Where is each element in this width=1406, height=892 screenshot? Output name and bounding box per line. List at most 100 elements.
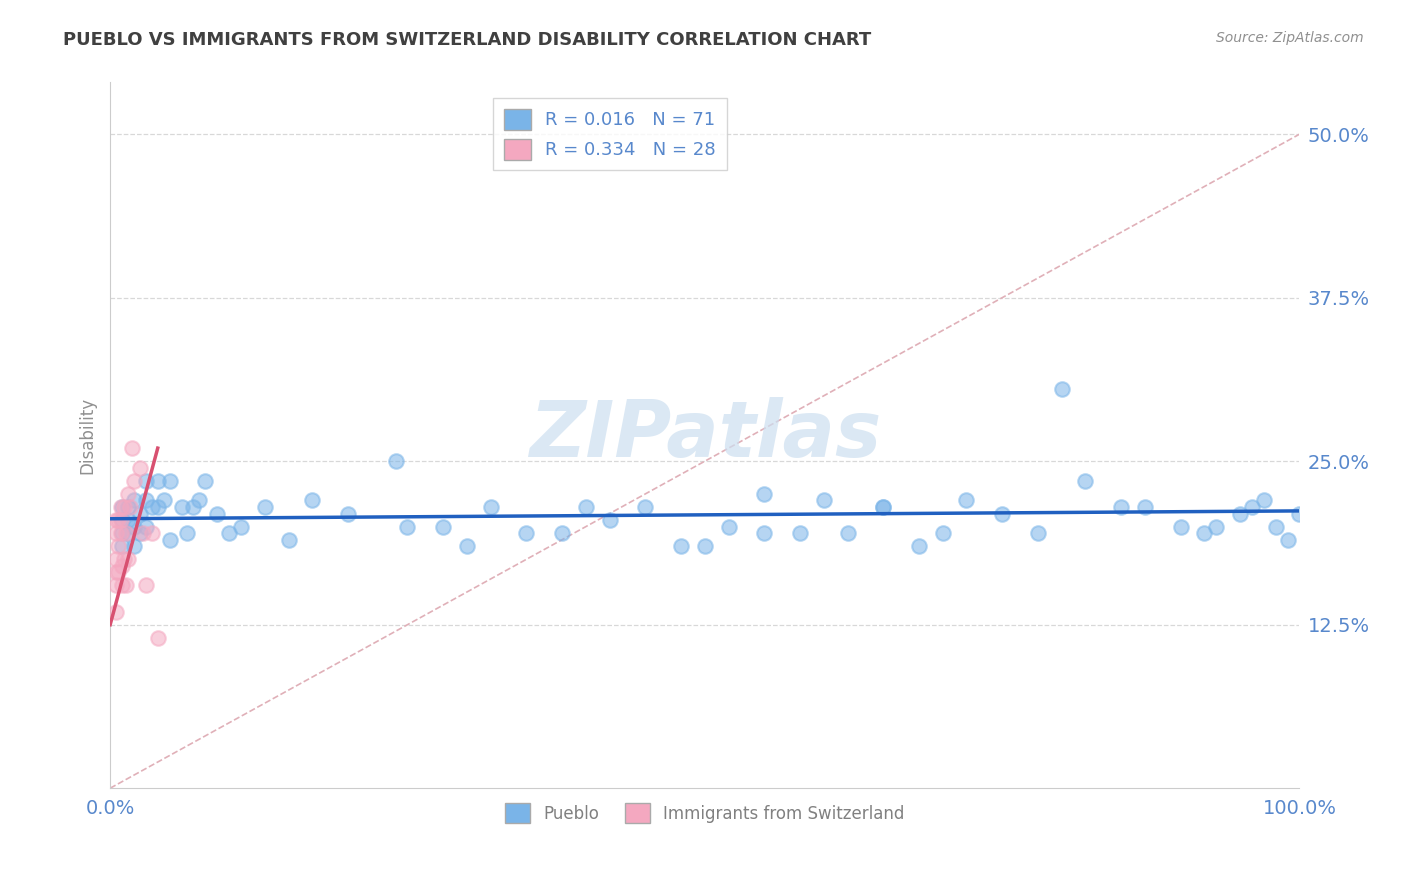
Point — [634, 500, 657, 514]
Point — [128, 526, 150, 541]
Point — [717, 519, 740, 533]
Point — [152, 493, 174, 508]
Point — [117, 500, 139, 514]
Point — [337, 507, 360, 521]
Point — [479, 500, 502, 514]
Point — [218, 526, 240, 541]
Point — [110, 513, 132, 527]
Point — [132, 526, 155, 541]
Point — [120, 500, 142, 514]
Point — [111, 526, 134, 541]
Point — [1194, 526, 1216, 541]
Point — [117, 526, 139, 541]
Point — [159, 533, 181, 547]
Point — [122, 519, 145, 533]
Point — [575, 500, 598, 514]
Text: PUEBLO VS IMMIGRANTS FROM SWITZERLAND DISABILITY CORRELATION CHART: PUEBLO VS IMMIGRANTS FROM SWITZERLAND DI… — [63, 31, 872, 49]
Point — [105, 578, 128, 592]
Point — [1277, 533, 1299, 547]
Point — [110, 526, 132, 541]
Point — [146, 500, 169, 514]
Point — [396, 519, 419, 533]
Point — [114, 526, 136, 541]
Text: Source: ZipAtlas.com: Source: ZipAtlas.com — [1216, 31, 1364, 45]
Point — [1109, 500, 1132, 514]
Point — [176, 526, 198, 541]
Point — [117, 552, 139, 566]
Point — [159, 474, 181, 488]
Point — [456, 539, 478, 553]
Point — [112, 552, 135, 566]
Point — [1264, 519, 1286, 533]
Point — [837, 526, 859, 541]
Point — [135, 474, 157, 488]
Point — [205, 507, 228, 521]
Point — [1240, 500, 1263, 514]
Point — [112, 500, 135, 514]
Point — [813, 493, 835, 508]
Point — [991, 507, 1014, 521]
Point — [872, 500, 894, 514]
Point — [515, 526, 537, 541]
Point — [135, 519, 157, 533]
Point — [432, 519, 454, 533]
Point — [955, 493, 977, 508]
Point — [1074, 474, 1097, 488]
Point — [105, 605, 128, 619]
Point — [384, 454, 406, 468]
Point — [277, 533, 299, 547]
Point — [107, 539, 129, 553]
Point — [111, 578, 134, 592]
Point — [931, 526, 953, 541]
Point — [135, 578, 157, 592]
Point — [229, 519, 252, 533]
Text: ZIPatlas: ZIPatlas — [529, 397, 882, 473]
Point — [111, 558, 134, 573]
Point — [551, 526, 574, 541]
Point — [1026, 526, 1049, 541]
Point — [1205, 519, 1227, 533]
Point — [122, 474, 145, 488]
Point — [111, 500, 134, 514]
Point — [122, 539, 145, 553]
Point — [121, 441, 143, 455]
Point — [754, 526, 776, 541]
Y-axis label: Disability: Disability — [79, 396, 96, 474]
Point — [872, 500, 894, 514]
Point — [599, 513, 621, 527]
Point — [146, 631, 169, 645]
Point — [105, 552, 128, 566]
Legend: Pueblo, Immigrants from Switzerland: Pueblo, Immigrants from Switzerland — [499, 797, 911, 830]
Point — [908, 539, 931, 553]
Point — [107, 513, 129, 527]
Point — [1050, 382, 1073, 396]
Point — [253, 500, 276, 514]
Point — [111, 513, 134, 527]
Point — [194, 474, 217, 488]
Point — [135, 493, 157, 508]
Point — [105, 566, 128, 580]
Point — [188, 493, 211, 508]
Point — [789, 526, 811, 541]
Point — [1253, 493, 1275, 508]
Point — [669, 539, 692, 553]
Point — [1229, 507, 1251, 521]
Point — [183, 500, 205, 514]
Point — [128, 460, 150, 475]
Point — [107, 566, 129, 580]
Point — [693, 539, 716, 553]
Point — [128, 507, 150, 521]
Point — [105, 513, 128, 527]
Point — [170, 500, 193, 514]
Point — [122, 493, 145, 508]
Point — [111, 539, 134, 553]
Point — [1170, 519, 1192, 533]
Point — [105, 526, 128, 541]
Point — [141, 500, 163, 514]
Point — [301, 493, 323, 508]
Point — [110, 500, 132, 514]
Point — [1288, 507, 1310, 521]
Point — [114, 578, 136, 592]
Point — [117, 513, 139, 527]
Point — [117, 487, 139, 501]
